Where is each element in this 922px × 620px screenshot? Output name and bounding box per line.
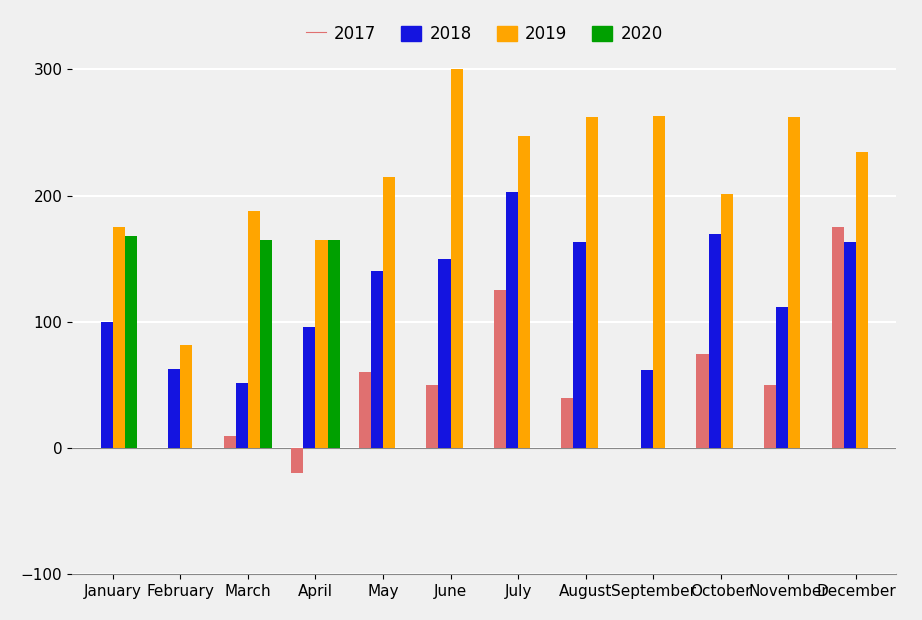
Legend: 2017, 2018, 2019, 2020: 2017, 2018, 2019, 2020 [299, 18, 669, 50]
Bar [248, 211, 260, 448]
Bar [506, 192, 518, 448]
Bar [260, 240, 272, 448]
Bar [844, 242, 856, 448]
Bar [776, 307, 788, 448]
Bar [371, 272, 383, 448]
Bar [573, 242, 585, 448]
Bar [494, 290, 506, 448]
Bar [315, 240, 327, 448]
Bar [181, 345, 193, 448]
Bar [359, 373, 371, 448]
Bar [653, 116, 666, 448]
Bar [112, 228, 124, 448]
Bar [100, 322, 112, 448]
Bar [236, 383, 248, 448]
Bar [426, 385, 438, 448]
Bar [124, 236, 137, 448]
Bar [561, 397, 573, 448]
Bar [788, 117, 800, 448]
Bar [327, 240, 339, 448]
Bar [451, 69, 463, 448]
Bar [721, 195, 733, 448]
Bar [291, 448, 303, 474]
Bar [764, 385, 776, 448]
Bar [518, 136, 530, 448]
Bar [696, 353, 709, 448]
Bar [832, 228, 844, 448]
Bar [223, 436, 236, 448]
Bar [438, 259, 451, 448]
Bar [168, 369, 181, 448]
Bar [303, 327, 315, 448]
Bar [383, 177, 396, 448]
Bar [709, 234, 721, 448]
Bar [641, 370, 653, 448]
Bar [585, 117, 597, 448]
Bar [856, 151, 868, 448]
